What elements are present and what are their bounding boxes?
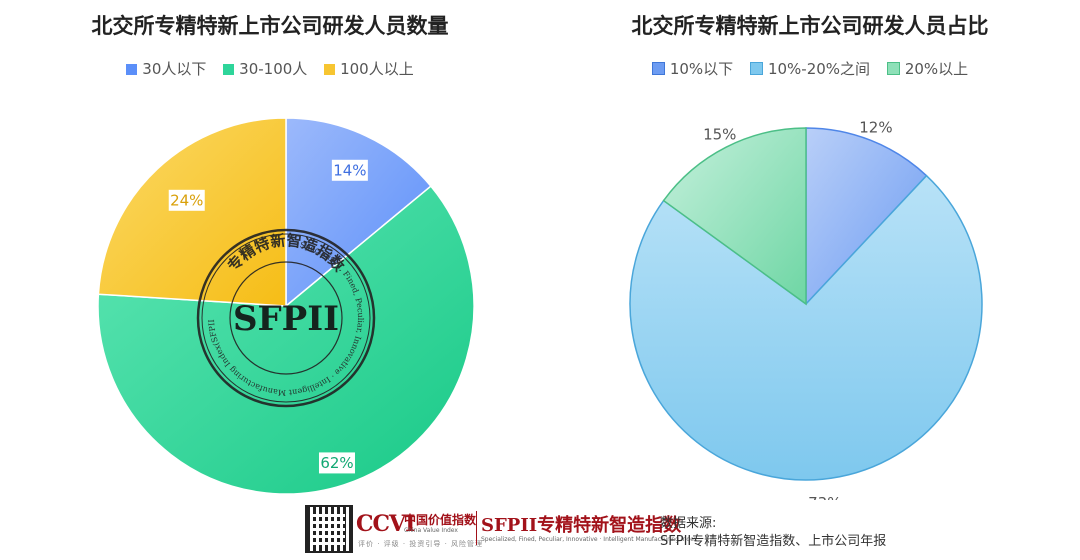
legend-right: 10%以下 10%-20%之间 20%以上 [540,58,1080,79]
data-label: 12% [859,118,892,136]
ccvi-tagline: 评价 · 评级 · 投资引导 · 风险管理 [358,540,484,548]
pie-chart-right: 12% 73% 15% [629,118,983,500]
pie-slice-1[interactable] [805,127,928,306]
legend-swatch-blue [126,64,138,75]
ccvi-name-en: China Value Index [404,527,458,534]
data-label: 15% [703,126,736,144]
stamp-center-text: SFPII [233,299,339,339]
legend-item-under-30[interactable]: 30人以下 [126,58,206,79]
stamp-inner-ring [201,233,371,403]
source-label: 数据来源: [660,516,717,531]
legend-label: 30-100人 [239,60,308,78]
legend-left: 30人以下 30-100人 100人以上 [0,58,540,79]
data-label: 24% [170,191,203,209]
legend-label: 30人以下 [142,60,207,78]
legend-item-under-10pct[interactable]: 10%以下 [651,58,734,79]
legend-label: 10%以下 [669,60,734,78]
right-chart-panel: 北交所专精特新上市公司研发人员占比 10%以下 10%-20%之间 20%以上 … [540,0,1080,500]
pie-slice-2[interactable] [97,185,475,495]
legend-swatch-yellow [324,64,336,75]
chart-title-right: 北交所专精特新上市公司研发人员占比 [631,14,989,38]
stamp-outer-ring [196,228,376,408]
chart-title-left: 北交所专精特新上市公司研发人员数量 [91,14,449,38]
left-chart-panel: 北交所专精特新上市公司研发人员数量 30人以下 30-100人 100人以上 1… [0,0,540,500]
legend-label: 10%-20%之间 [767,60,871,78]
legend-item-30-100[interactable]: 30-100人 [223,58,307,79]
source-text: SFPII专精特新智造指数、上市公司年报 [660,534,887,549]
legend-label: 100人以上 [340,60,414,78]
sfpii-brand-logo: SFPII专精特新智造指数 [481,515,682,536]
ccvi-name-cn: 中国价值指数 [404,513,477,527]
legend-item-over-20pct[interactable]: 20%以上 [886,58,969,79]
legend-swatch-lightblue [749,62,763,75]
pie-slice-1[interactable] [285,117,432,308]
pie-slice-2[interactable] [629,174,983,481]
pie-chart-left: 14%62%24% Specialized, Fined, Peculiar, … [0,0,475,495]
legend-item-10-20pct[interactable]: 10%-20%之间 [749,58,871,79]
footer-source-bar: CCVI 中国价值指数 China Value Index 评价 · 评级 · … [300,503,1060,555]
legend-swatch-green [886,62,900,75]
qr-code-icon[interactable] [305,505,353,553]
data-label-box [168,189,205,211]
data-label: 14% [333,161,366,179]
legend-label: 20%以上 [904,60,969,78]
data-label: 73% [808,494,841,500]
footer-divider [476,511,477,545]
pie-slice-3[interactable] [662,127,807,306]
legend-swatch-blue [651,62,665,75]
data-label: 62% [320,454,353,472]
data-label-box [331,159,368,181]
data-label-box [318,452,355,474]
pie-slice-3[interactable] [97,117,287,307]
legend-swatch-green [223,64,235,75]
ccvi-logo: CCVI [356,511,415,537]
stamp-core-ring [229,261,343,375]
sfpii-brand-en: Specialized, Fined, Peculiar, Innovative… [481,536,698,543]
legend-item-over-100[interactable]: 100人以上 [324,58,414,79]
